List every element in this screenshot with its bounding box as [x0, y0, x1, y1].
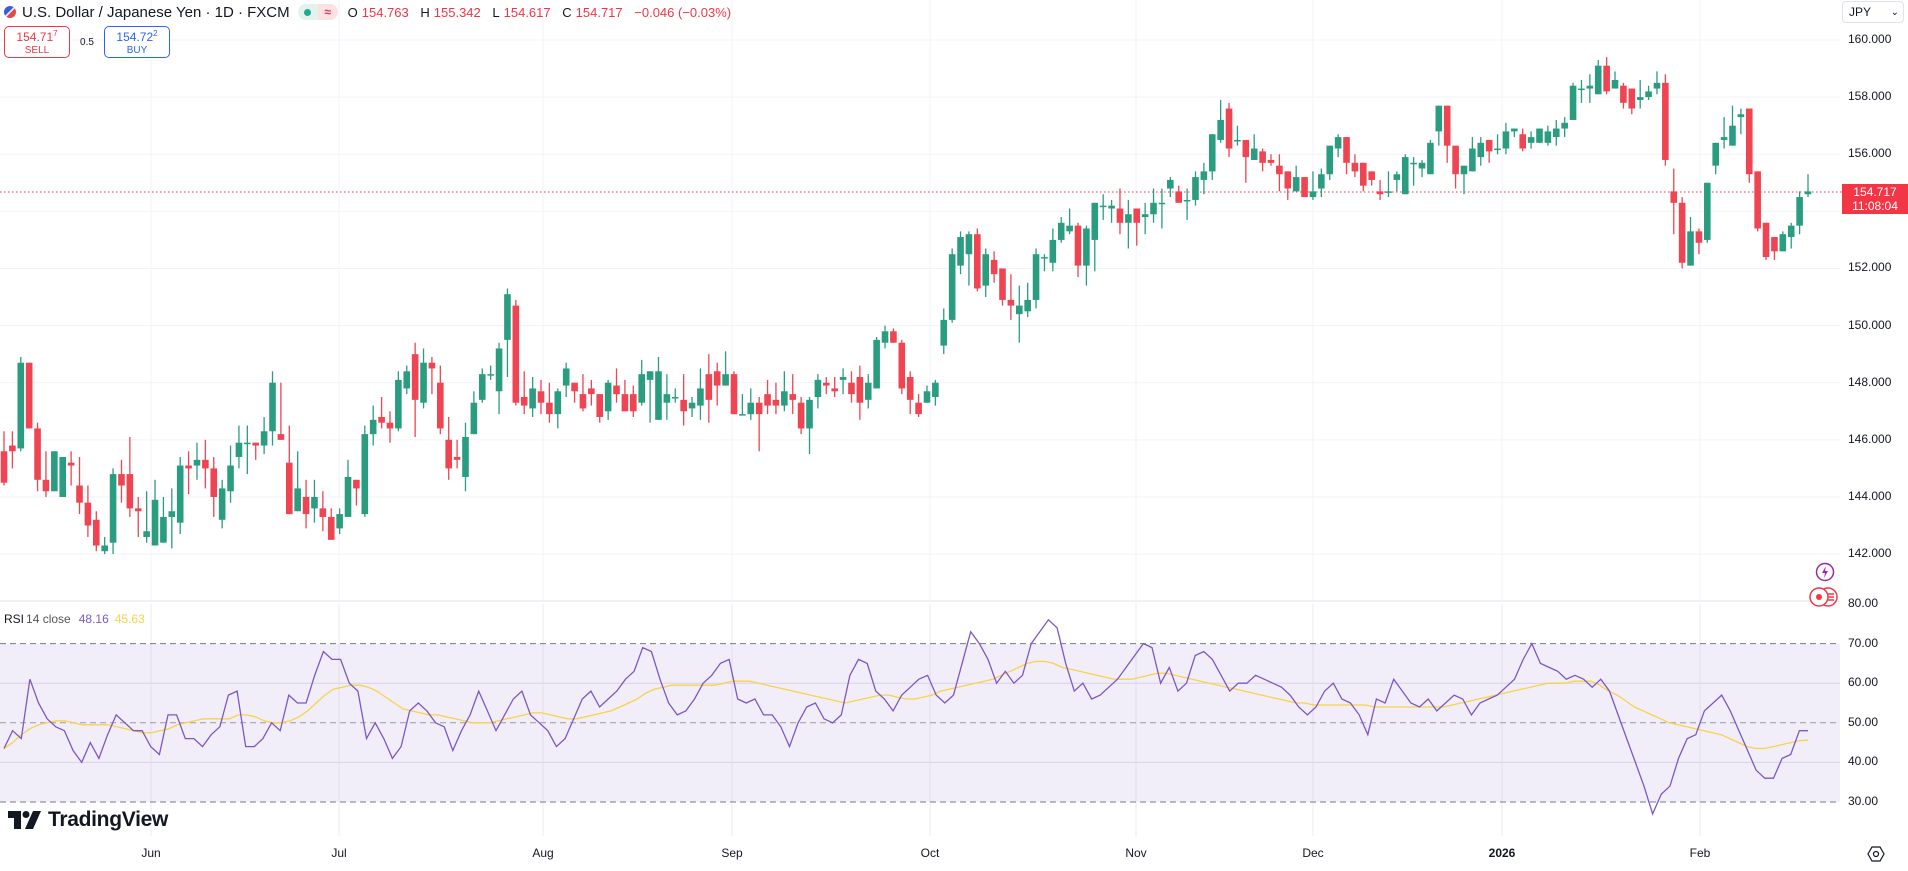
- price-axis-label: 156.000: [1848, 146, 1892, 161]
- price-axis-label: 150.000: [1848, 317, 1892, 332]
- buy-button[interactable]: 154.722 BUY: [104, 26, 170, 58]
- rsi-axis-label: 70.00: [1848, 635, 1879, 650]
- approx-data-icon: ≈: [317, 4, 338, 20]
- tradingview-logo-icon: [8, 811, 41, 829]
- usd-jpy-flag-icon: [4, 6, 16, 18]
- candlestick-series: [0, 57, 1812, 555]
- rsi-axis-label: 50.00: [1848, 714, 1879, 729]
- status-pill[interactable]: ≈: [297, 4, 338, 20]
- time-axis-label: Jul: [331, 846, 347, 860]
- time-axis-label: Aug: [532, 846, 554, 860]
- economic-events-icon[interactable]: [1806, 586, 1840, 613]
- price-axis-label: 152.000: [1848, 260, 1892, 275]
- time-axis-label: Nov: [1125, 846, 1147, 860]
- currency-selector[interactable]: JPY ⌄: [1842, 1, 1904, 23]
- grid-lines: [0, 0, 1840, 836]
- rsi-ma-line: [3, 660, 1809, 750]
- rsi-axis-label: 30.00: [1848, 794, 1879, 808]
- time-axis-label: Oct: [920, 846, 940, 860]
- time-axis-label: Jun: [141, 846, 161, 860]
- market-open-icon: [297, 4, 318, 20]
- rsi-line: [3, 618, 1808, 816]
- time-axis-label: 2026: [1488, 846, 1516, 860]
- last-price-label: 154.717 11:08:04: [1842, 184, 1908, 214]
- rsi-level-lines: [0, 643, 1840, 803]
- price-axis-label: 142.000: [1848, 546, 1892, 561]
- trade-buttons: 154.717 SELL 0.5 154.722 BUY: [4, 26, 170, 58]
- chart-settings-icon[interactable]: [1867, 845, 1885, 868]
- rsi-ma-value: 45.63: [114, 612, 145, 626]
- rsi-axis-label: 60.00: [1848, 675, 1879, 690]
- price-axis-label: 158.000: [1848, 89, 1892, 104]
- tradingview-logo[interactable]: TradingView: [8, 808, 168, 832]
- symbol-legend[interactable]: U.S. Dollar / Japanese Yen · 1D · FXCM ≈…: [4, 2, 735, 22]
- price-change: −0.046 (−0.03%): [634, 4, 732, 20]
- price-axis-label: 148.000: [1848, 374, 1892, 389]
- time-axis-label: Dec: [1302, 846, 1324, 860]
- price-axis-label: 146.000: [1848, 431, 1892, 446]
- rsi-legend[interactable]: RSI 14 close 48.16 45.63: [4, 612, 145, 626]
- time-axis-label: Feb: [1689, 846, 1711, 860]
- bar-countdown: 11:08:04: [1852, 199, 1898, 213]
- rsi-value: 48.16: [78, 612, 109, 626]
- symbol-title[interactable]: U.S. Dollar / Japanese Yen · 1D · FXCM: [22, 3, 290, 21]
- price-axis-label: 160.000: [1848, 32, 1892, 46]
- rsi-axis-label: 80.00: [1848, 596, 1879, 610]
- time-axis-label: Sep: [721, 846, 743, 860]
- chevron-down-icon: ⌄: [1890, 6, 1899, 18]
- lightning-icon[interactable]: [1815, 562, 1835, 587]
- price-axis-label: 144.000: [1848, 488, 1892, 503]
- spread-value: 0.5: [80, 36, 94, 48]
- rsi-axis-label: 40.00: [1848, 754, 1879, 769]
- ohlc-values: O 154.763 H 155.342 L 154.617 C 154.717 −0.0…: [347, 4, 732, 20]
- sell-button[interactable]: 154.717 SELL: [4, 26, 70, 58]
